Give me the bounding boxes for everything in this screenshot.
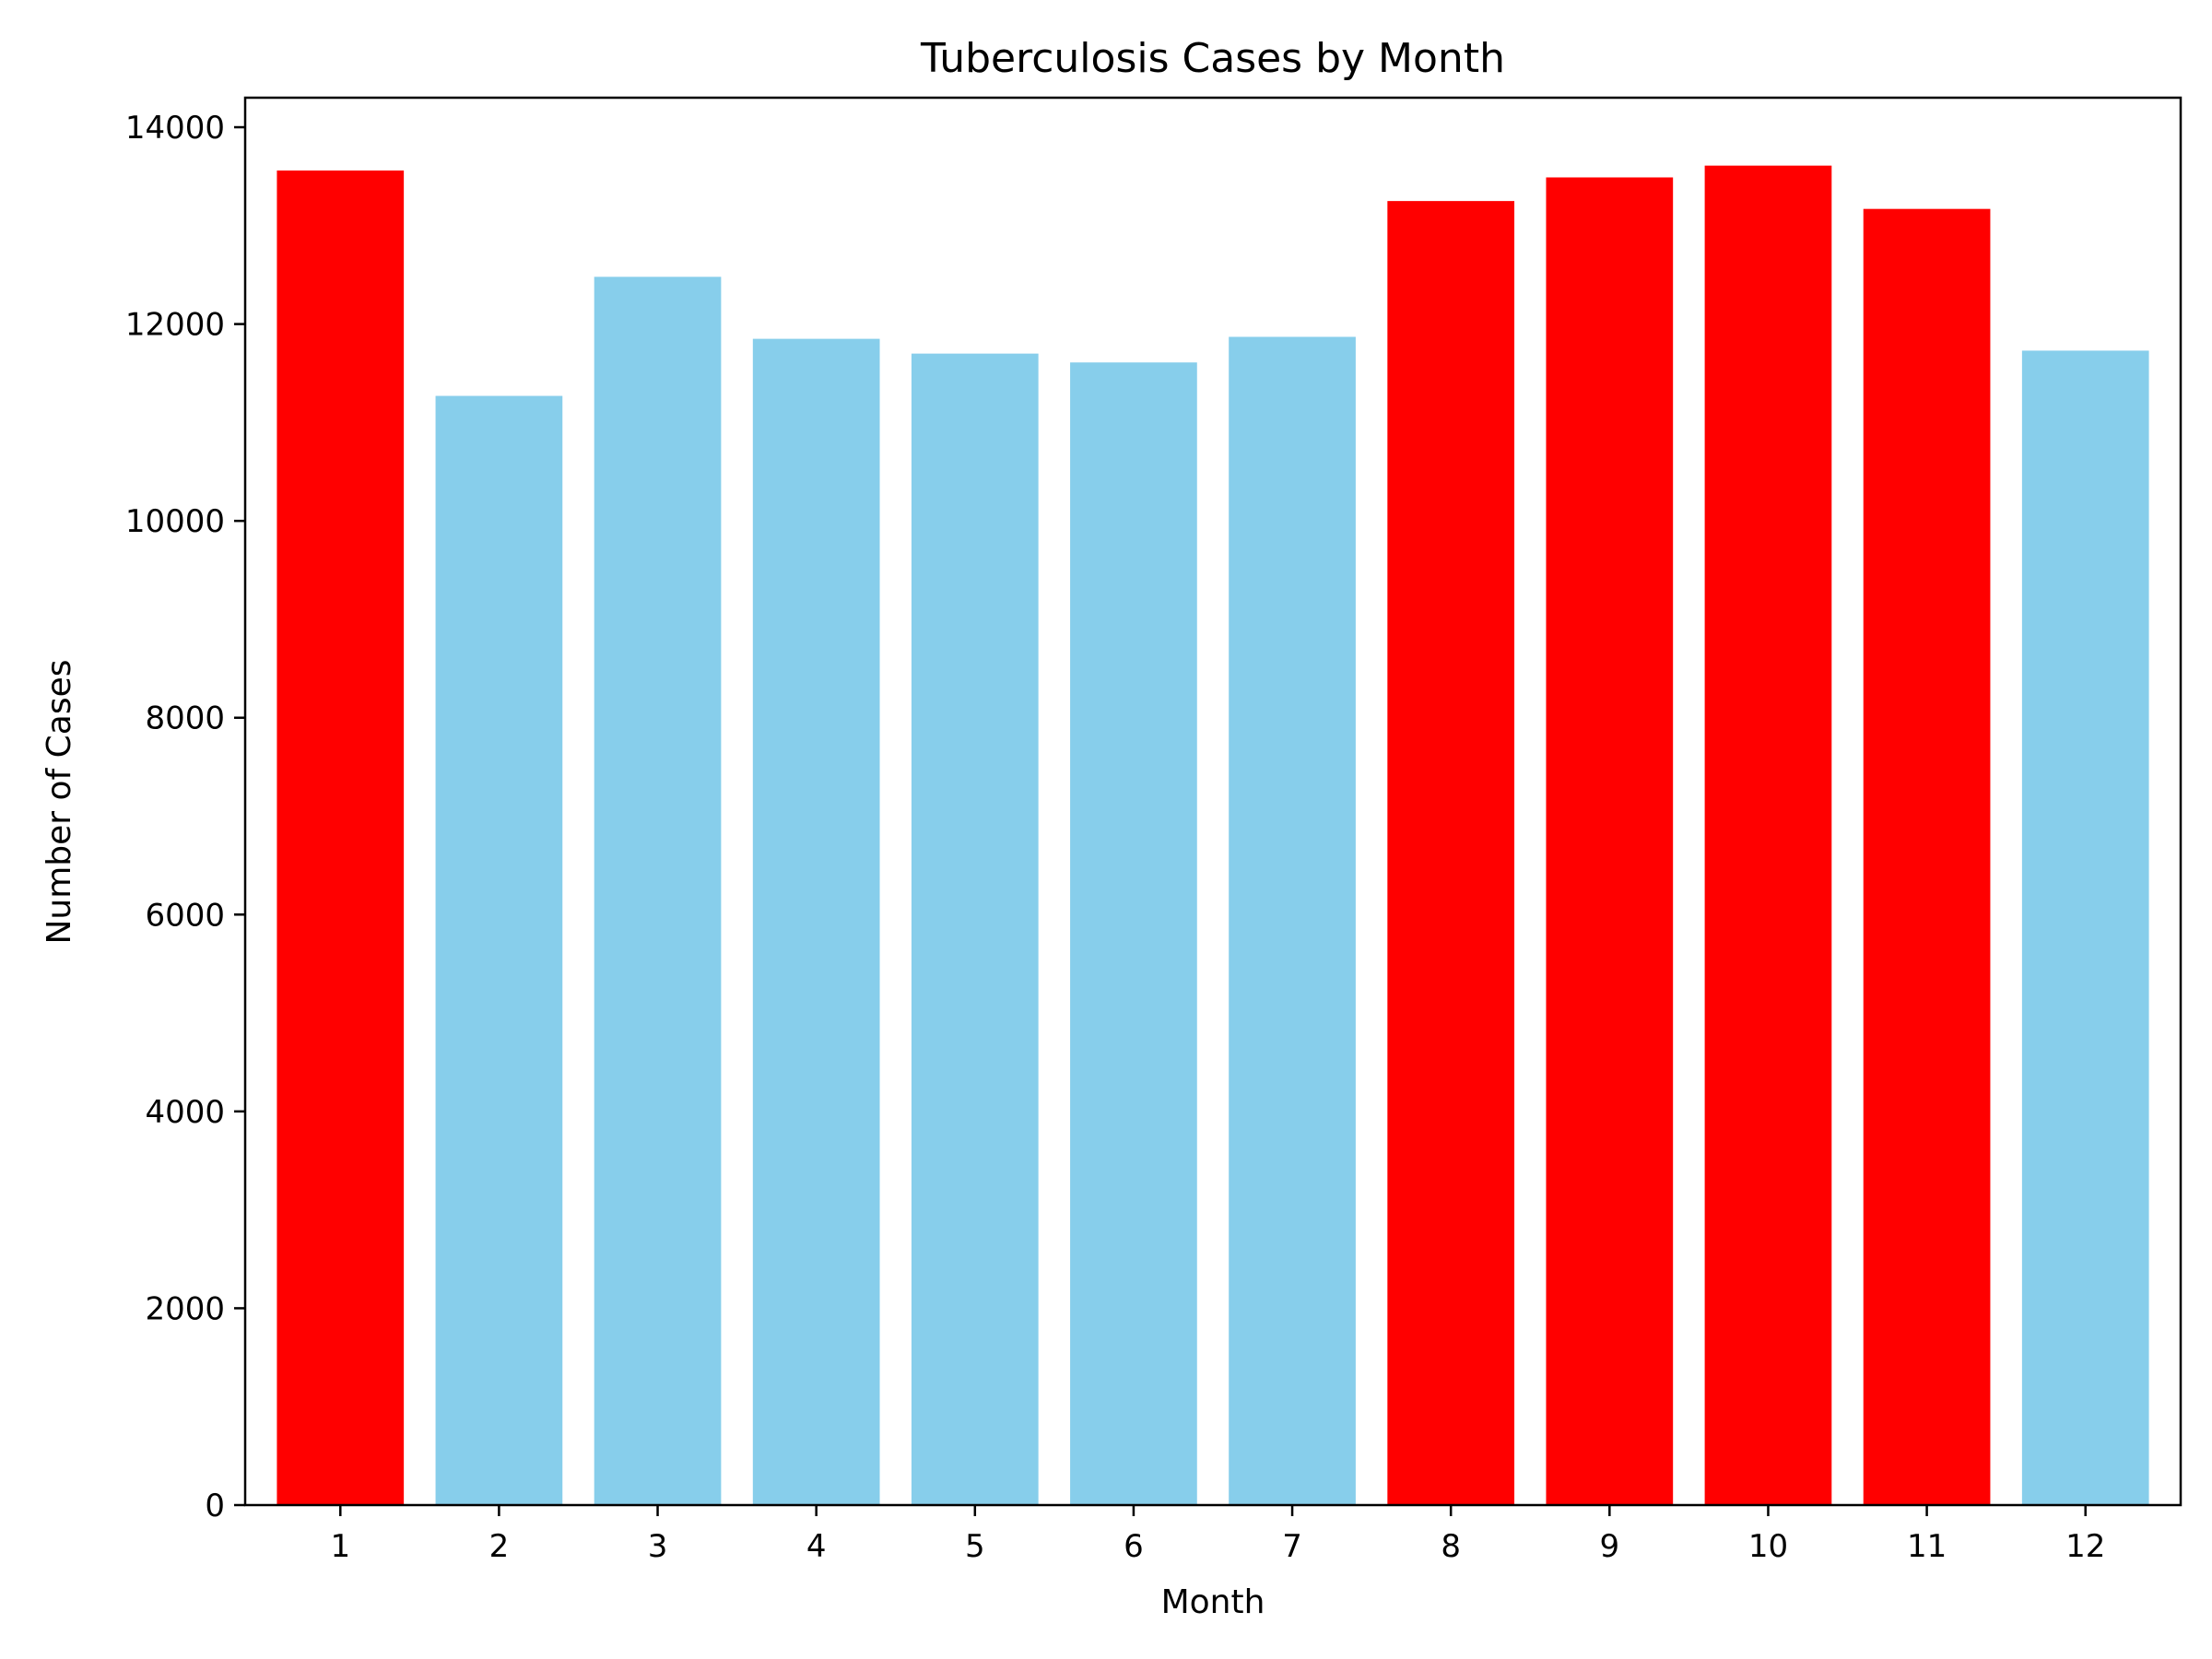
ticks-layer: 1 2 3 4 5 6 7 8 9 10 11 120200040006000800010000120…: [125, 110, 2106, 1565]
x-tick-label: 3: [648, 1528, 668, 1565]
bar-month-3: [594, 276, 722, 1506]
chart-title: Tuberculosis Cases by Month: [920, 35, 1505, 82]
y-tick-label: 12000: [125, 307, 225, 344]
x-tick-label: 11: [1907, 1528, 1947, 1565]
y-tick-label: 2000: [145, 1290, 225, 1327]
bar-month-4: [752, 338, 880, 1505]
bar-month-10: [1704, 165, 1832, 1506]
x-tick-label: 6: [1124, 1528, 1144, 1565]
y-tick-label: 0: [205, 1488, 225, 1524]
bar-month-7: [1229, 336, 1356, 1506]
bars-layer: [276, 165, 2149, 1506]
y-tick-label: 8000: [145, 700, 225, 737]
y-tick-label: 10000: [125, 503, 225, 540]
y-tick-label: 4000: [145, 1094, 225, 1131]
y-tick-label: 6000: [145, 897, 225, 934]
y-axis-label: Number of Cases: [41, 659, 78, 944]
x-tick-label: 7: [1282, 1528, 1302, 1565]
x-tick-label: 9: [1600, 1528, 1620, 1565]
x-tick-label: 5: [965, 1528, 985, 1565]
bar-month-5: [911, 353, 1039, 1505]
bar-month-9: [1546, 177, 1674, 1506]
bar-month-1: [276, 171, 405, 1505]
y-tick-label: 14000: [125, 110, 225, 147]
bar-month-12: [2021, 350, 2149, 1506]
axes-layer: [243, 96, 2183, 1507]
x-tick-label: 12: [2065, 1528, 2105, 1565]
plot-frame: [243, 96, 2183, 1507]
bar-month-11: [1863, 208, 1991, 1505]
x-tick-label: 8: [1441, 1528, 1461, 1565]
x-tick-label: 2: [489, 1528, 510, 1565]
x-tick-label: 1: [330, 1528, 350, 1565]
bar-month-2: [435, 395, 563, 1505]
bar-month-8: [1387, 201, 1515, 1505]
x-tick-label: 10: [1748, 1528, 1788, 1565]
bar-month-6: [1070, 362, 1197, 1505]
x-axis-label: Month: [1161, 1583, 1265, 1621]
x-tick-label: 4: [806, 1528, 827, 1565]
